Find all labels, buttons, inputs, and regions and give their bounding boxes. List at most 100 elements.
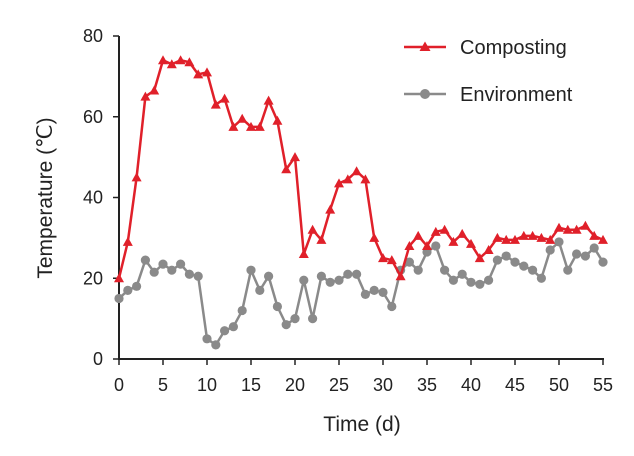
x-tick-label: 45	[505, 375, 525, 395]
data-point-composting	[536, 232, 547, 242]
data-point-composting	[510, 234, 520, 244]
x-tick-label: 30	[373, 375, 393, 395]
data-point-environment	[466, 277, 476, 287]
data-point-composting	[395, 271, 406, 281]
y-tick-label: 60	[83, 107, 103, 127]
data-point-composting	[263, 95, 274, 105]
data-point-composting	[457, 228, 468, 238]
data-point-environment	[492, 255, 502, 265]
x-tick-label: 25	[329, 375, 349, 395]
data-point-composting	[422, 240, 432, 250]
data-point-environment	[316, 271, 326, 281]
data-point-composting	[202, 67, 212, 77]
data-point-composting	[140, 91, 151, 101]
data-point-composting	[316, 234, 327, 244]
data-point-environment	[149, 267, 159, 277]
data-point-composting	[210, 99, 221, 109]
y-tick-label: 40	[83, 188, 103, 208]
data-point-composting	[430, 226, 441, 236]
data-point-composting	[369, 232, 380, 242]
data-point-composting	[562, 224, 573, 234]
data-point-composting	[184, 57, 195, 67]
data-point-environment	[193, 271, 203, 281]
data-point-composting	[158, 55, 168, 65]
data-point-environment	[413, 265, 423, 275]
data-point-environment	[572, 249, 582, 259]
data-point-environment	[211, 340, 221, 350]
data-point-composting	[554, 222, 564, 232]
data-point-environment	[519, 261, 529, 271]
data-point-composting	[378, 253, 388, 263]
data-point-composting	[166, 59, 177, 69]
data-point-environment	[167, 265, 177, 275]
x-tick-label: 55	[593, 375, 613, 395]
x-tick-label: 15	[241, 375, 261, 395]
legend-label-environment: Environment	[460, 84, 573, 106]
data-point-environment	[272, 301, 282, 312]
data-point-composting	[193, 69, 204, 79]
data-point-composting	[342, 174, 353, 184]
ticks: 0 5 10 15 20 25 30 35 40 45 50 55 0 20 40 60 80	[83, 26, 613, 395]
data-point-environment	[228, 322, 238, 332]
data-point-composting	[589, 230, 600, 240]
legend-label-composting: Composting	[460, 37, 567, 59]
series-composting	[114, 55, 608, 283]
data-point-environment	[484, 275, 494, 285]
data-point-composting	[571, 224, 582, 234]
data-point-environment	[369, 285, 379, 295]
legend-item-environment: Environment	[404, 84, 573, 106]
x-axis-title: Time (d)	[323, 413, 400, 436]
data-point-composting	[598, 234, 608, 244]
data-point-environment	[475, 279, 485, 289]
legend-item-composting: Composting	[404, 37, 567, 59]
data-point-environment	[554, 237, 564, 247]
data-point-environment	[281, 320, 291, 330]
data-point-composting	[290, 152, 300, 162]
data-point-environment	[264, 271, 274, 281]
data-point-composting	[439, 224, 450, 234]
data-point-composting	[298, 249, 309, 259]
data-point-environment	[528, 265, 538, 275]
x-tick-label: 20	[285, 375, 305, 395]
data-point-composting	[237, 113, 248, 123]
x-tick-label: 50	[549, 375, 569, 395]
data-point-environment	[176, 259, 186, 269]
data-point-environment	[290, 314, 300, 324]
data-point-composting	[501, 234, 512, 244]
data-point-composting	[175, 55, 186, 65]
data-point-environment	[114, 293, 124, 304]
data-point-composting	[219, 93, 230, 103]
data-point-composting	[448, 236, 459, 246]
x-tick-label: 40	[461, 375, 481, 395]
data-point-composting	[325, 204, 336, 214]
data-point-environment	[589, 243, 599, 253]
data-point-environment	[132, 281, 142, 291]
data-point-environment	[545, 245, 555, 255]
data-point-environment	[378, 287, 388, 297]
x-tick-label: 35	[417, 375, 437, 395]
data-point-composting	[518, 230, 529, 240]
data-point-environment	[352, 269, 362, 279]
data-point-composting	[131, 172, 142, 182]
data-point-composting	[527, 230, 538, 240]
data-point-composting	[254, 121, 265, 131]
data-point-environment	[334, 275, 344, 285]
data-point-composting	[149, 85, 160, 95]
data-point-environment	[580, 251, 591, 261]
data-point-environment	[158, 259, 168, 269]
data-point-composting	[272, 115, 283, 125]
data-point-environment	[448, 275, 458, 285]
data-point-environment	[237, 305, 247, 316]
y-tick-label: 20	[83, 268, 103, 288]
data-point-environment	[457, 269, 467, 279]
data-point-environment	[220, 326, 230, 336]
data-point-environment	[501, 251, 511, 261]
x-tick-label: 0	[114, 375, 124, 395]
data-point-environment	[431, 241, 441, 251]
data-point-environment	[598, 257, 608, 267]
y-tick-label: 0	[93, 349, 103, 369]
data-point-environment	[325, 277, 335, 287]
data-point-environment	[343, 269, 353, 279]
data-point-environment	[140, 255, 150, 265]
